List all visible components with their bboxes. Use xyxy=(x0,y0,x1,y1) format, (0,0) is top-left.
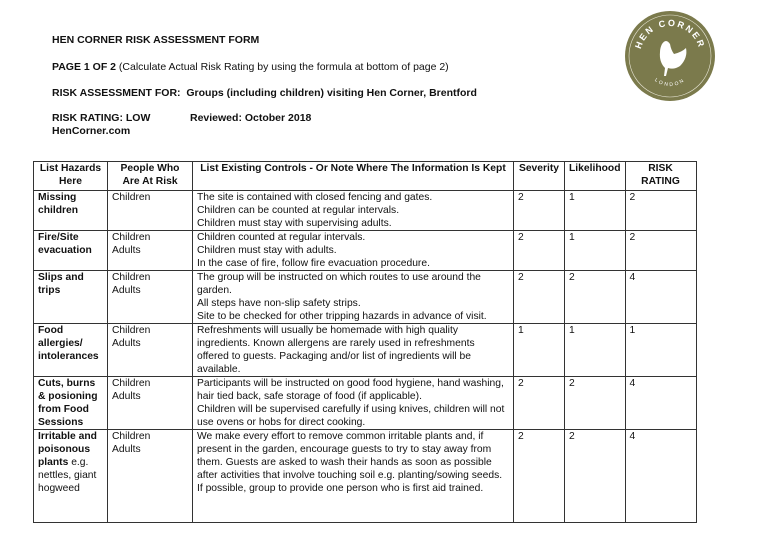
person-group: Children xyxy=(112,232,151,243)
control-line: Site to be checked for other tripping ha… xyxy=(197,311,487,322)
person-group: Children xyxy=(112,431,151,442)
reviewed-date: Reviewed: October 2018 xyxy=(190,112,312,124)
people-cell: Children Adults xyxy=(107,230,193,271)
people-cell: Children xyxy=(107,190,193,231)
rating-cell: 4 xyxy=(624,376,697,430)
rating-cell: 4 xyxy=(624,270,697,324)
controls-cell: Refreshments will usually be homemade wi… xyxy=(192,323,514,377)
page-note: (Calculate Actual Risk Rating by using t… xyxy=(118,61,449,73)
person-group: Children xyxy=(112,192,151,203)
control-line: Children can be counted at regular inter… xyxy=(197,205,400,216)
controls-cell: The group will be instructed on which ro… xyxy=(192,270,514,324)
person-group: Adults xyxy=(112,391,141,402)
table-row: Irritable and poisonous plants e.g. nett… xyxy=(33,429,697,523)
control-line: The site is contained with closed fencin… xyxy=(197,192,433,203)
svg-text:LONDON: LONDON xyxy=(653,77,686,88)
people-cell: Children Adults xyxy=(107,270,193,324)
for-value: Groups (including children) visiting Hen… xyxy=(186,87,477,99)
rating-cell: 4 xyxy=(624,429,697,523)
severity-cell: 2 xyxy=(513,376,565,430)
control-line: Children counted at regular intervals. xyxy=(197,232,366,243)
severity-cell: 2 xyxy=(513,270,565,324)
table-row: Missing children Children The site is co… xyxy=(33,190,697,231)
hen-icon xyxy=(659,41,687,76)
control-line: We make every effort to remove common ir… xyxy=(197,431,503,494)
people-cell: Children Adults xyxy=(107,429,193,523)
page-label: PAGE 1 OF 2 xyxy=(52,61,116,73)
control-line: Refreshments will usually be homemade wi… xyxy=(197,325,475,375)
control-line: All steps have non-slip safety strips. xyxy=(197,298,361,309)
control-line: Children must stay with adults. xyxy=(197,245,337,256)
rating-cell: 1 xyxy=(624,323,697,377)
severity-cell: 2 xyxy=(513,190,565,231)
people-cell: Children Adults xyxy=(107,323,193,377)
hazard-cell: Slips and trips xyxy=(33,270,108,324)
likelihood-cell: 2 xyxy=(564,376,626,430)
rating-cell: 2 xyxy=(624,190,697,231)
hazard: Food allergies/ intolerances xyxy=(38,325,99,362)
likelihood-cell: 1 xyxy=(564,190,626,231)
person-group: Adults xyxy=(112,245,141,256)
hazard: Missing children xyxy=(38,192,79,216)
table-row: Cuts, burns & posioning from Food Sessio… xyxy=(33,376,697,430)
hazard: Irritable and poisonous plants xyxy=(38,431,97,468)
likelihood-cell: 1 xyxy=(564,230,626,271)
severity-cell: 2 xyxy=(513,429,565,523)
page-info: PAGE 1 OF 2 (Calculate Actual Risk Ratin… xyxy=(52,61,449,73)
website: HenCorner.com xyxy=(52,125,131,137)
col-risk-rating: RISK RATING xyxy=(624,161,697,191)
table-row: Fire/Site evacuation Children Adults Chil… xyxy=(33,230,697,271)
table-row: Food allergies/ intolerances Children Adu… xyxy=(33,323,697,377)
col-likelihood: Likelihood xyxy=(564,161,626,191)
control-line: Children will be supervised carefully if… xyxy=(197,404,505,428)
person-group: Adults xyxy=(112,285,141,296)
person-group: Adults xyxy=(112,444,141,455)
person-group: Children xyxy=(112,378,151,389)
severity-cell: 1 xyxy=(513,323,565,377)
hazard-cell: Food allergies/ intolerances xyxy=(33,323,108,377)
control-line: Participants will be instructed on good … xyxy=(197,378,504,402)
severity-cell: 2 xyxy=(513,230,565,271)
hazard-cell: Missing children xyxy=(33,190,108,231)
person-group: Children xyxy=(112,272,151,283)
hen-corner-logo: HEN CORNER LONDON xyxy=(625,11,715,101)
people-cell: Children Adults xyxy=(107,376,193,430)
col-hazards: List Hazards Here xyxy=(33,161,108,191)
hazard-cell: Cuts, burns & posioning from Food Sessio… xyxy=(33,376,108,430)
table-row: Slips and trips Children Adults The group… xyxy=(33,270,697,324)
col-people: People Who Are At Risk xyxy=(107,161,193,191)
rating-cell: 2 xyxy=(624,230,697,271)
controls-cell: We make every effort to remove common ir… xyxy=(192,429,514,523)
control-line: In the case of fire, follow fire evacuat… xyxy=(197,258,430,269)
risk-rating: RISK RATING: LOW xyxy=(52,112,151,124)
assessment-for: RISK ASSESSMENT FOR: Groups (including c… xyxy=(52,87,477,99)
person-group: Adults xyxy=(112,338,141,349)
controls-cell: The site is contained with closed fencin… xyxy=(192,190,514,231)
for-label: RISK ASSESSMENT FOR: xyxy=(52,87,181,99)
control-line: Children must stay with supervising adul… xyxy=(197,218,392,229)
hazard: Slips and trips xyxy=(38,272,84,296)
controls-cell: Participants will be instructed on good … xyxy=(192,376,514,430)
likelihood-cell: 2 xyxy=(564,270,626,324)
person-group: Children xyxy=(112,325,151,336)
hazard-note: e.g. nettles, giant hogweed xyxy=(38,457,97,494)
table-header-row: List Hazards Here People Who Are At Risk… xyxy=(33,161,697,191)
form-title: HEN CORNER RISK ASSESSMENT FORM xyxy=(52,34,260,46)
hazard: Fire/Site evacuation xyxy=(38,232,92,256)
hazard: Cuts, burns & posioning from Food Sessio… xyxy=(38,378,98,428)
control-line: The group will be instructed on which ro… xyxy=(197,272,481,296)
hazard-cell: Fire/Site evacuation xyxy=(33,230,108,271)
likelihood-cell: 1 xyxy=(564,323,626,377)
col-severity: Severity xyxy=(513,161,565,191)
risk-table: List Hazards Here People Who Are At Risk… xyxy=(33,161,697,523)
hazard-cell: Irritable and poisonous plants e.g. nett… xyxy=(33,429,108,523)
controls-cell: Children counted at regular intervals. Ch… xyxy=(192,230,514,271)
likelihood-cell: 2 xyxy=(564,429,626,523)
col-controls: List Existing Controls - Or Note Where T… xyxy=(192,161,514,191)
